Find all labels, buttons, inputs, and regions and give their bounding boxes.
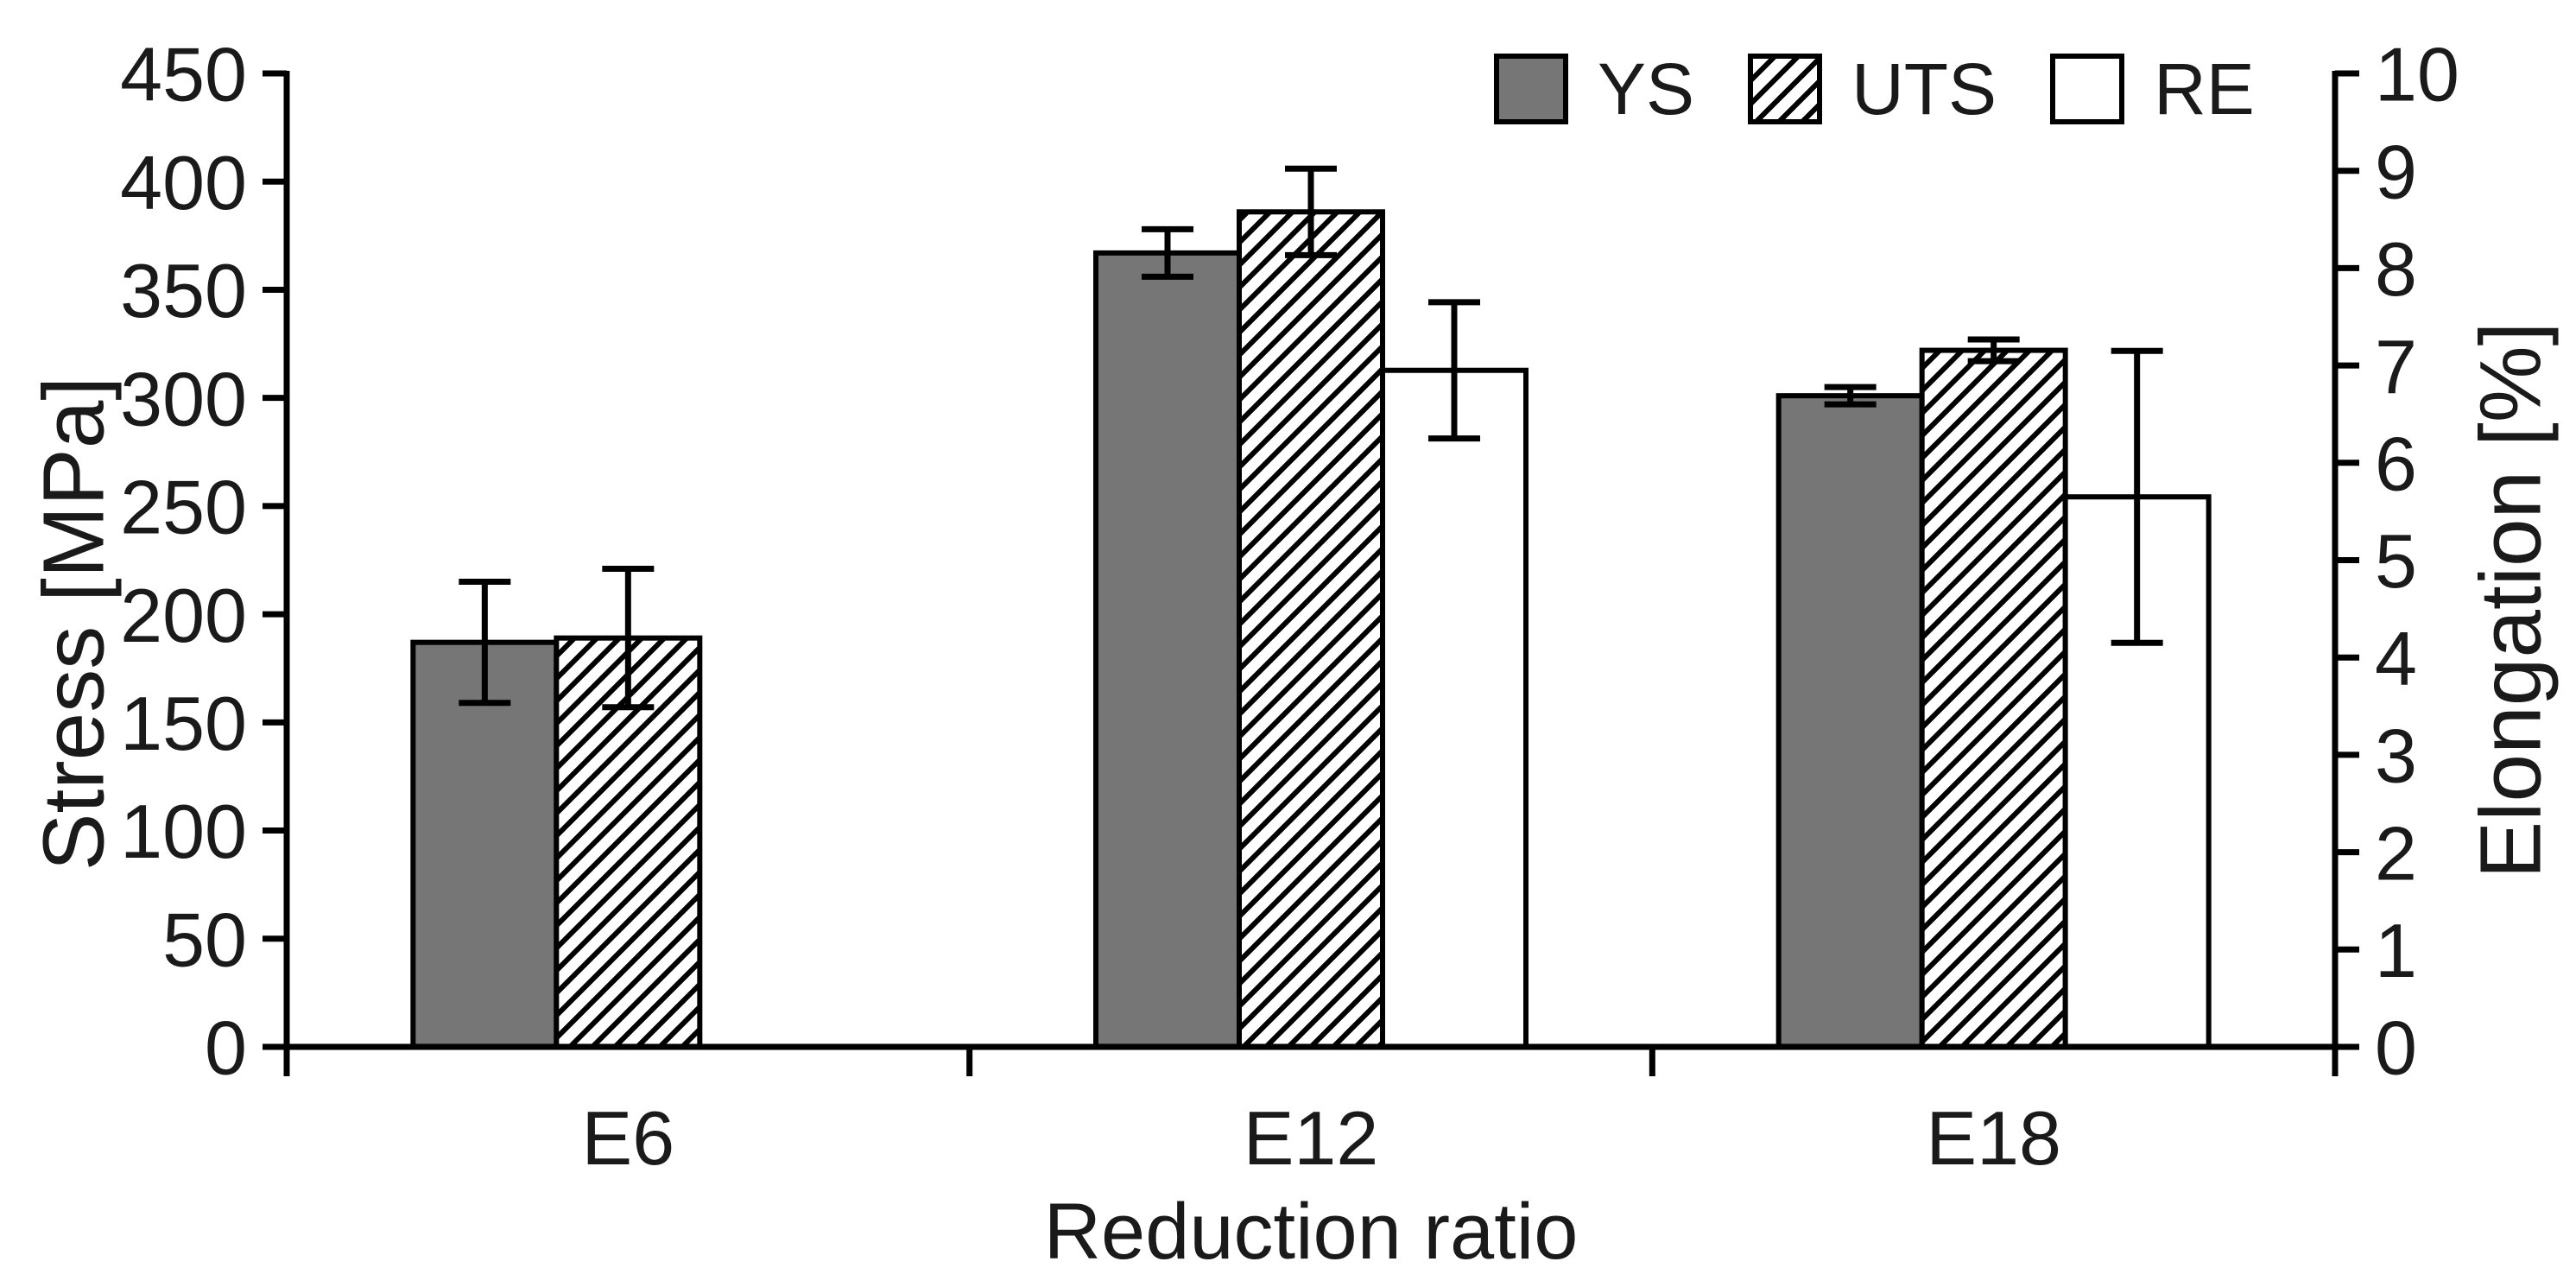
right-axis-tick-label: 3 [2375,713,2417,799]
re-swatch-icon [2050,54,2125,124]
x-category-label-e6: E6 [582,1095,675,1181]
x-category-label-e18: E18 [1926,1095,2061,1181]
right-axis-tick-label: 4 [2375,616,2417,701]
right-axis-tick-label: 0 [2375,1005,2417,1091]
legend-item-re: RE [2050,53,2255,125]
left-axis-tick-label: 0 [205,1005,247,1091]
bar-uts-e18 [1919,347,2068,1049]
legend-label-ys: YS [1598,48,1695,130]
right-axis-title: Elongation [%] [2462,321,2560,879]
left-axis-tick-label: 100 [120,789,247,874]
right-axis-tick-label: 8 [2375,226,2417,312]
bar-uts-e12 [1237,209,1385,1050]
legend-label-uts: UTS [1851,48,1997,130]
left-axis-tick-label: 150 [120,681,247,766]
legend-item-ys: YS [1494,53,1694,125]
left-axis-tick-label: 350 [120,248,247,333]
right-axis-tick-label: 9 [2375,129,2417,214]
left-axis-tick-label: 200 [120,573,247,658]
right-axis-tick-label: 10 [2375,32,2459,117]
right-axis-tick-label: 7 [2375,324,2417,409]
legend-item-uts: UTS [1748,53,1997,125]
ys-swatch-icon [1494,54,1568,124]
x-category-label-e12: E12 [1244,1095,1379,1181]
left-axis-tick-label: 250 [120,465,247,550]
right-axis-tick-label: 2 [2375,810,2417,896]
left-axis-tick-label: 450 [120,32,247,117]
legend: YS UTS RE [1494,52,2255,126]
legend-label-re: RE [2154,48,2255,130]
x-axis-title: Reduction ratio [1043,1188,1579,1276]
left-axis-tick-label: 50 [162,897,247,982]
right-axis-tick-label: 1 [2375,908,2417,993]
bar-ys-e12 [1093,250,1242,1049]
uts-swatch-icon [1748,54,1823,124]
right-axis-tick-label: 6 [2375,421,2417,506]
left-axis-tick-label: 300 [120,356,247,441]
left-axis-tick-label: 400 [120,140,247,225]
bar-ys-e18 [1775,393,1925,1049]
bar-ys-e6 [410,639,560,1049]
left-axis-title: Stress [MPa] [25,376,123,872]
bar-re-e12 [1380,367,1529,1049]
right-axis-tick-label: 5 [2375,518,2417,604]
